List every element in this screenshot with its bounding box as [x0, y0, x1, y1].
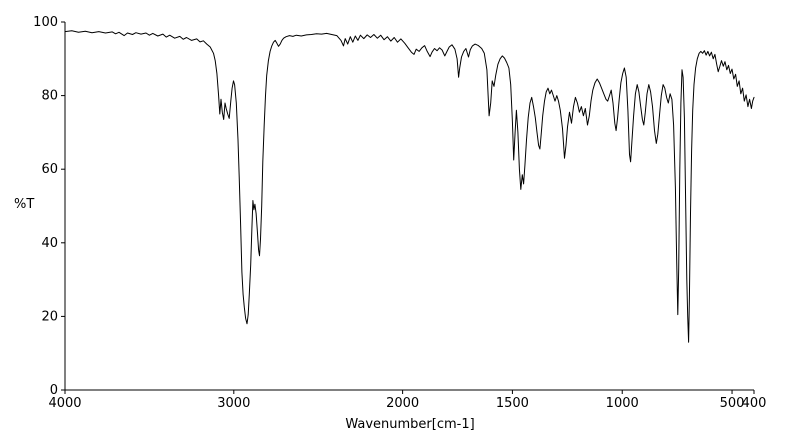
x-tick-label: 400 — [742, 396, 767, 411]
axis-lines — [64, 22, 754, 391]
x-tick-label: 1500 — [496, 396, 529, 411]
y-tick-label: 0 — [50, 383, 58, 398]
x-tick-label: 2000 — [386, 396, 419, 411]
x-tick-label: 1000 — [606, 396, 639, 411]
y-tick-label: 60 — [41, 162, 58, 177]
y-tick-label: 80 — [41, 89, 58, 104]
x-axis-label: Wavenumber[cm-1] — [345, 417, 475, 432]
y-tick-label: 20 — [41, 309, 58, 324]
x-tick-label: 500 — [720, 396, 745, 411]
x-tick-label: 3000 — [217, 396, 250, 411]
spectrum-trace — [64, 30, 755, 343]
x-tick-label: 4000 — [48, 396, 81, 411]
y-tick-label: 40 — [41, 236, 58, 251]
y-tick-label: 100 — [33, 15, 58, 30]
y-axis-label: %T — [14, 197, 35, 212]
